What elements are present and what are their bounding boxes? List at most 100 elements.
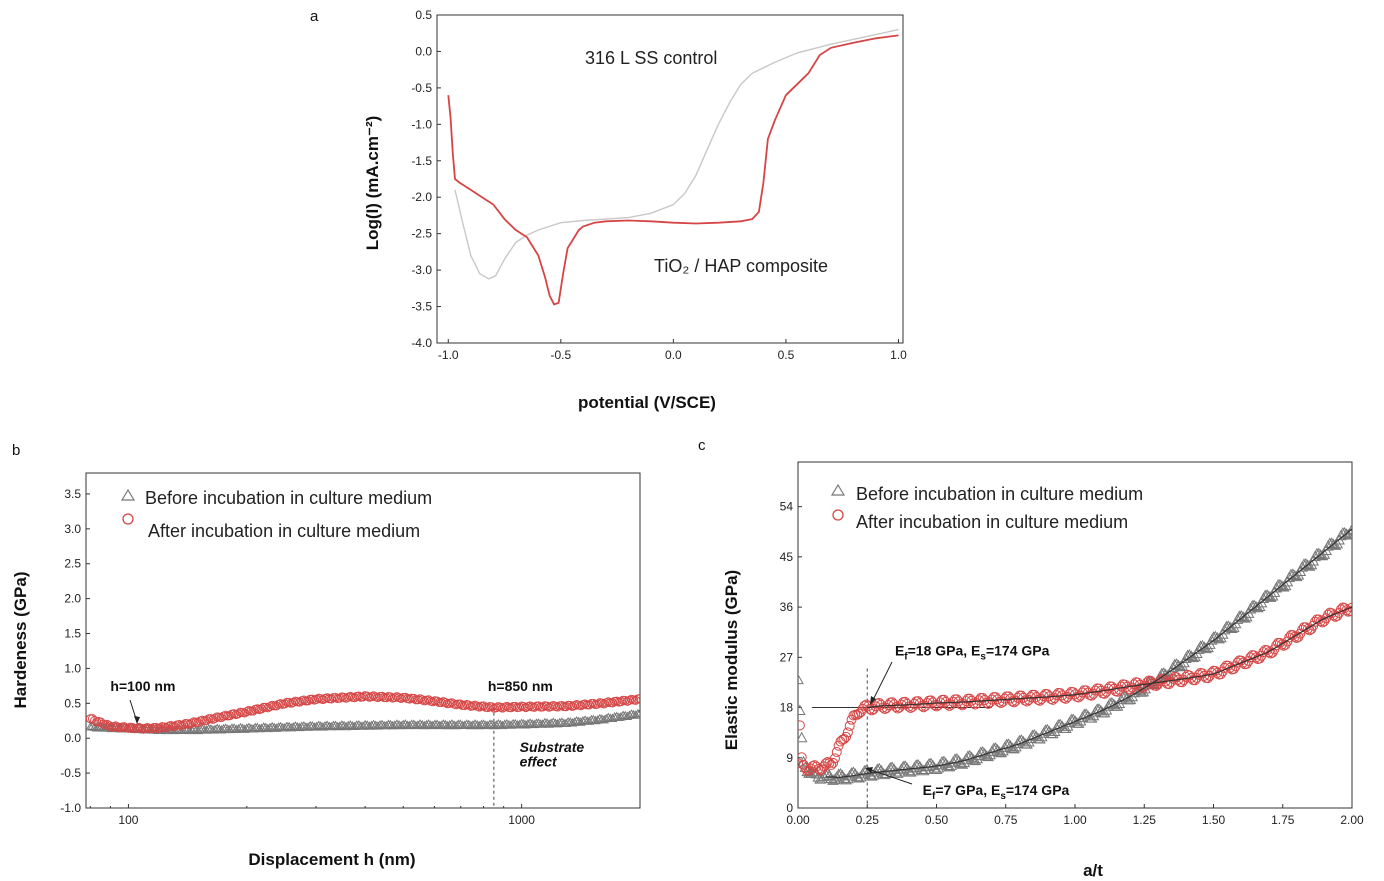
data-point-before-b: [510, 718, 521, 728]
data-point-after-c: [994, 697, 1005, 708]
data-point-after-c: [798, 720, 805, 731]
data-point-before-b: [567, 718, 578, 727]
data-point-before-c: [1046, 727, 1059, 739]
data-point-after-b: [187, 718, 197, 728]
data-point-after-c: [805, 763, 816, 774]
data-point-after-b: [210, 713, 220, 723]
chart-panel-b: b -1.0-0.50.00.51.01.52.02.53.03.5 100 10…: [11, 442, 641, 869]
data-point-before-b: [633, 708, 640, 718]
annotation-ef18: Ef=18 GPa, Es=174 GPa: [895, 643, 1050, 663]
data-point-after-b: [90, 715, 100, 725]
data-point-after-b: [455, 699, 465, 709]
fit-line-before-c: [825, 528, 1352, 778]
panel-label-c: c: [698, 437, 706, 454]
y-axis-b: -1.0 -0.5 0.0 0.5 1.0 1.5 2.0 2.5 3.0 3.5: [60, 487, 90, 815]
data-point-after-b: [561, 702, 571, 712]
legend-c: Before incubation in culture medium Afte…: [830, 483, 1143, 532]
x-tick-label: 0.0: [665, 348, 682, 362]
data-point-before-c: [798, 731, 808, 743]
data-point-before-c: [956, 758, 969, 769]
data-point-before-b: [216, 724, 227, 734]
data-point-before-b: [613, 712, 624, 722]
y-tick-label: 0.5: [415, 8, 432, 22]
data-point-after-c: [1177, 677, 1188, 688]
data-point-before-b: [313, 720, 324, 729]
plot-frame-a: [436, 14, 904, 344]
data-point-before-b: [87, 721, 98, 730]
data-point-before-b: [487, 719, 497, 728]
data-point-after-b: [409, 693, 419, 703]
data-point-before-b: [466, 720, 476, 730]
x-tick-label: 2.00: [1340, 813, 1364, 827]
data-point-after-c: [942, 699, 953, 710]
y-tick-label: 27: [780, 650, 794, 664]
data-point-before-c: [989, 742, 1002, 753]
data-point-after-c: [1045, 693, 1056, 704]
data-point-before-c: [1026, 729, 1039, 740]
data-point-before-b: [415, 719, 425, 728]
data-point-before-b: [368, 719, 379, 729]
data-point-before-b: [377, 719, 387, 729]
x-axis-label-a: potential (V/SCE): [578, 393, 716, 412]
data-point-after-c: [842, 727, 853, 738]
data-point-after-c: [798, 752, 807, 763]
data-point-before-b: [341, 721, 351, 731]
data-point-before-b: [189, 723, 199, 733]
x-axis-label-c: a/t: [1083, 861, 1103, 880]
data-point-before-b: [400, 719, 411, 728]
x-tick-label: 0.00: [786, 813, 810, 827]
data-point-after-c: [1345, 605, 1352, 616]
data-point-before-b: [584, 716, 595, 725]
data-point-after-b: [326, 694, 336, 704]
data-point-before-b: [516, 718, 527, 727]
data-point-after-c: [831, 747, 842, 758]
data-point-before-c: [976, 745, 989, 757]
series-line-tio2-hap: [447, 34, 899, 306]
data-point-after-c: [829, 753, 840, 764]
data-point-after-c: [929, 700, 940, 711]
data-point-before-c: [834, 767, 847, 779]
data-point-before-b: [337, 720, 347, 729]
y-tick-label: 0.5: [64, 696, 81, 710]
data-point-before-b: [474, 720, 485, 730]
data-point-after-b: [386, 692, 396, 702]
data-point-before-b: [184, 725, 195, 735]
data-point-before-b: [501, 718, 512, 728]
y-tick-label: 45: [780, 550, 794, 564]
data-point-after-c: [811, 761, 822, 772]
y-tick-label: 18: [780, 701, 794, 715]
data-point-after-b: [350, 693, 360, 703]
data-point-after-b: [447, 698, 457, 708]
data-point-after-c: [916, 700, 927, 711]
x-axis-label-b: Displacement h (nm): [248, 850, 415, 869]
data-point-before-b: [290, 721, 301, 730]
y-axis-c: 0 9 18 27 36 45 54: [780, 500, 802, 815]
data-point-after-c: [1125, 684, 1136, 695]
data-point-before-b: [271, 723, 282, 732]
data-point-after-c: [837, 734, 848, 745]
x-tick-label: 0.50: [925, 813, 949, 827]
data-point-before-b: [239, 724, 250, 733]
data-point-after-c: [817, 764, 828, 775]
series-line-316l-control: [454, 28, 899, 280]
data-point-before-b: [489, 720, 499, 730]
data-point-after-b: [242, 707, 252, 717]
x-tick-label: 1.25: [1133, 813, 1157, 827]
legend-entry-before-b: Before incubation in culture medium: [145, 488, 432, 508]
x-tick-label: -1.0: [438, 348, 459, 362]
data-point-before-b: [520, 719, 531, 729]
data-point-before-b: [392, 719, 402, 728]
data-point-after-b: [225, 711, 235, 721]
data-point-before-b: [478, 719, 489, 728]
x-tick-label: 0.25: [856, 813, 880, 827]
data-point-after-c: [1302, 624, 1313, 635]
data-point-after-b: [464, 700, 474, 710]
y-tick-label: -1.0: [411, 117, 432, 131]
data-point-before-c: [912, 758, 924, 770]
series-markers-after-c: [798, 602, 1352, 776]
data-point-after-b: [303, 696, 313, 706]
data-point-after-b: [432, 696, 442, 706]
data-point-before-b: [252, 722, 263, 732]
data-point-before-b: [432, 719, 442, 728]
annotation-316l-control: 316 L SS control: [585, 48, 717, 68]
